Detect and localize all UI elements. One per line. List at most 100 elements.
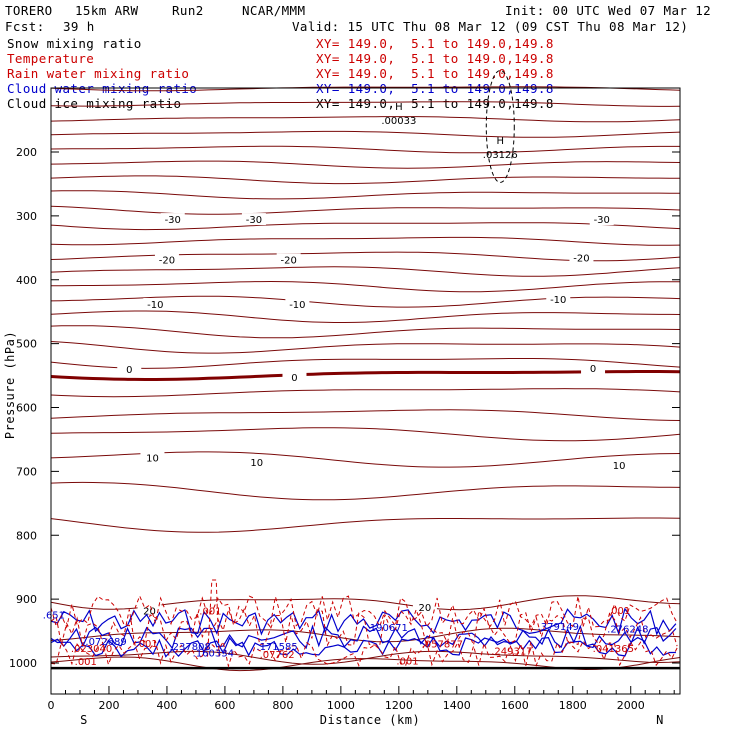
contour-label: -20 (281, 255, 297, 266)
contour-label-bg (285, 298, 310, 311)
contour-label: 10 (613, 461, 626, 472)
rain-spike (207, 579, 220, 657)
isotherm-line (50, 427, 681, 442)
contour-label-bg (569, 251, 594, 264)
legend-name-cloud-ice: Cloud ice mixing ratio (7, 96, 182, 111)
isotherm-line (50, 86, 681, 92)
maximum-marker: H (395, 102, 403, 113)
isotherm-line (50, 101, 681, 107)
rain-water-contour (50, 608, 678, 648)
x-end-right: N (656, 713, 664, 727)
y-tick-label: 200 (16, 146, 37, 159)
init-time: Init: 00 UTC Wed 07 Mar 12 (505, 3, 712, 18)
contour-label-bg (589, 213, 614, 226)
y-tick-label: 800 (16, 529, 37, 542)
low-level-label: .379149 (538, 622, 579, 633)
fcst-label: Fcst: (5, 19, 45, 34)
x-tick-label: 1200 (385, 699, 413, 712)
contour-label: 0 (126, 365, 132, 376)
isotherm-line (50, 266, 681, 277)
contour-label: 10 (146, 453, 159, 464)
contour-label-bg (607, 458, 632, 471)
contour-label: 0 (590, 364, 596, 375)
org-label: NCAR/MMM (242, 3, 306, 18)
contour-label-bg (546, 292, 571, 305)
low-level-label: .651 (43, 610, 65, 621)
legend-name-snow: Snow mixing ratio (7, 36, 142, 51)
y-tick-label: 600 (16, 402, 37, 415)
low-level-label: .001 (396, 656, 418, 667)
x-end-left: S (80, 713, 88, 727)
isotherm-line (50, 481, 681, 501)
low-level-label: .276248 (607, 624, 648, 635)
contour-label: -30 (165, 215, 181, 226)
contour-label-bg (276, 253, 301, 266)
contour-label: -30 (246, 215, 262, 226)
low-level-label: .023040 (71, 644, 112, 655)
temperature-contours (50, 86, 681, 672)
low-level-label: .001 (136, 639, 158, 650)
plot-frame (50, 87, 681, 695)
contour-label-bg (137, 604, 162, 617)
y-tick-label: 1000 (9, 657, 37, 670)
x-tick-label: 1600 (501, 699, 529, 712)
legend-xy-snow: XY= 149.0, 5.1 to 149.0,149.8 (316, 36, 554, 51)
isotherm-line (50, 341, 681, 354)
valid-time: Valid: 15 UTC Thu 08 Mar 12 (09 CST Thu … (292, 19, 689, 34)
y-tick-label: 400 (16, 274, 37, 287)
contour-label-bg (581, 361, 606, 374)
maximum-marker: H (497, 136, 505, 147)
contour-label: 20 (143, 607, 156, 618)
legend-xy-temperature: XY= 149.0, 5.1 to 149.0,149.8 (316, 51, 554, 66)
contour-label-bg (160, 213, 185, 226)
contour-label-bg (241, 213, 266, 226)
x-tick-label: 800 (272, 699, 293, 712)
contour-label-bg (282, 370, 307, 383)
contour-label: -10 (289, 300, 305, 311)
isotherm-line (50, 236, 681, 246)
contour-label: -10 (147, 300, 163, 311)
low-level-label: .160334 (193, 649, 234, 660)
x-tick-label: 1400 (443, 699, 471, 712)
contour-label: -10 (550, 295, 566, 306)
low-level-label: .171585 (256, 642, 297, 653)
low-level-label: .249317 (491, 647, 532, 658)
isotherm-line (50, 388, 681, 398)
contour-label: -20 (159, 255, 175, 266)
low-level-label: .237808 (169, 642, 210, 653)
y-tick-label: 300 (16, 210, 37, 223)
cloud-ice-contour (485, 69, 515, 183)
legend-xy-rain: XY= 149.0, 5.1 to 149.0,149.8 (316, 66, 554, 81)
maximum-value: .00033 (381, 116, 416, 127)
x-tick-label: 600 (214, 699, 235, 712)
x-tick-label: 0 (48, 699, 55, 712)
resolution: 15km ARW (75, 3, 139, 18)
low-level-label: .001 (608, 606, 630, 617)
x-tick-label: 1800 (559, 699, 587, 712)
model-name: TORERO (5, 3, 53, 18)
low-level-label: .001 (75, 657, 97, 668)
isotherm-line (50, 190, 681, 200)
contour-label: -20 (573, 253, 589, 264)
x-tick-label: 2000 (617, 699, 645, 712)
y-tick-label: 700 (16, 465, 37, 478)
cloud-water-contour (50, 624, 677, 650)
contour-label: -30 (594, 215, 610, 226)
isotherm-line (50, 409, 681, 421)
contour-label: 10 (250, 458, 263, 469)
x-tick-label: 200 (98, 699, 119, 712)
y-tick-label: 900 (16, 593, 37, 606)
legend-name-temperature: Temperature (7, 51, 95, 66)
contour-label-bg (154, 253, 179, 266)
rain-water-contour (50, 594, 678, 629)
low-level-label: .072689 (85, 637, 126, 648)
contour-label-bg (117, 363, 142, 376)
contour-label-bg (412, 600, 437, 613)
contour-label-bg (143, 298, 168, 311)
isotherm-line (50, 160, 681, 169)
fcst-value: 39 h (63, 19, 95, 34)
isotherm-line (50, 205, 681, 215)
contour-label: 20 (419, 603, 432, 614)
isotherm-line (50, 280, 681, 293)
